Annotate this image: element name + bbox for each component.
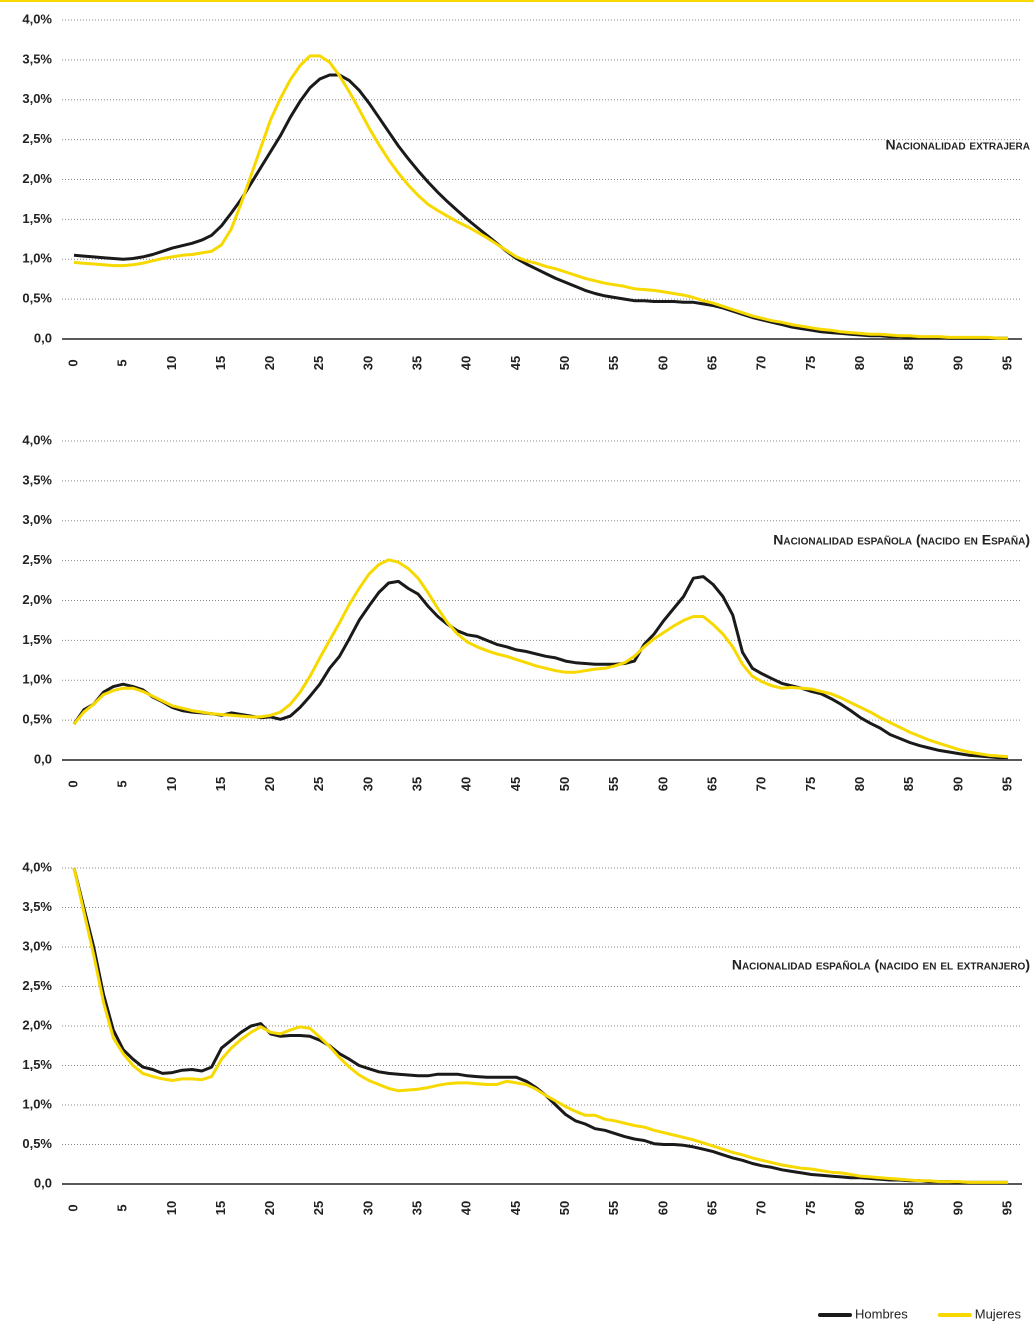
x-tick-label: 5 (115, 1204, 130, 1211)
y-tick-label: 3,5% (22, 899, 52, 914)
x-tick-label: 20 (262, 777, 277, 791)
x-tick-label: 25 (311, 1201, 326, 1215)
y-tick-label: 3,0% (22, 91, 52, 106)
x-tick-label: 30 (360, 356, 375, 370)
y-tick-label: 0,5% (22, 291, 52, 306)
annotation: Nacionalidad española (nacido en España) (773, 532, 1030, 548)
x-tick-label: 30 (360, 1201, 375, 1215)
x-tick-label: 0 (65, 1204, 80, 1211)
y-tick-label: 3,0% (22, 938, 52, 953)
y-tick-label: 3,5% (22, 51, 52, 66)
x-tick-label: 60 (655, 777, 670, 791)
x-tick-label: 40 (459, 777, 474, 791)
x-tick-label: 75 (803, 1201, 818, 1215)
y-tick-label: 0,0 (34, 330, 52, 345)
y-tick-label: 4,0% (22, 11, 52, 26)
x-tick-label: 10 (164, 777, 179, 791)
x-tick-label: 45 (508, 356, 523, 370)
x-tick-label: 55 (606, 1201, 621, 1215)
x-tick-label: 5 (115, 359, 130, 366)
x-tick-label: 65 (704, 356, 719, 370)
x-tick-label: 20 (262, 1201, 277, 1215)
y-tick-label: 2,0% (22, 171, 52, 186)
x-tick-label: 25 (311, 777, 326, 791)
x-tick-label: 85 (901, 1201, 916, 1215)
x-tick-label: 50 (557, 1201, 572, 1215)
x-tick-label: 70 (754, 777, 769, 791)
x-tick-label: 45 (508, 1201, 523, 1215)
series-line (72, 558, 1009, 759)
x-tick-label: 25 (311, 356, 326, 370)
x-tick-label: 35 (410, 356, 425, 370)
y-tick-label: 0,5% (22, 712, 52, 727)
series-line (73, 54, 1008, 340)
y-tick-label: 2,0% (22, 1017, 52, 1032)
x-tick-label: 40 (459, 1201, 474, 1215)
y-tick-label: 3,0% (22, 512, 52, 527)
annotation: Nacionalidad extrajera (885, 137, 1030, 153)
x-tick-label: 65 (704, 1201, 719, 1215)
y-tick-label: 2,5% (22, 552, 52, 567)
y-tick-label: 1,0% (22, 251, 52, 266)
x-tick-label: 55 (606, 777, 621, 791)
x-tick-label: 40 (459, 356, 474, 370)
series-line (72, 867, 1008, 1184)
x-tick-label: 70 (754, 1201, 769, 1215)
x-tick-label: 70 (754, 356, 769, 370)
x-tick-label: 20 (262, 356, 277, 370)
x-tick-label: 15 (213, 777, 228, 791)
x-tick-label: 75 (803, 777, 818, 791)
x-tick-label: 35 (410, 1201, 425, 1215)
x-tick-label: 60 (655, 356, 670, 370)
x-tick-label: 85 (901, 777, 916, 791)
y-tick-label: 0,0 (34, 1175, 52, 1190)
x-tick-label: 85 (901, 356, 916, 370)
x-tick-label: 80 (852, 777, 867, 791)
x-tick-label: 90 (950, 356, 965, 370)
legend-label: Mujeres (975, 1306, 1022, 1321)
x-tick-label: 30 (360, 777, 375, 791)
x-tick-label: 50 (557, 356, 572, 370)
x-tick-label: 15 (213, 356, 228, 370)
series-line (72, 575, 1008, 760)
x-tick-label: 55 (606, 356, 621, 370)
x-tick-label: 95 (999, 1201, 1014, 1215)
x-tick-label: 35 (410, 777, 425, 791)
x-tick-label: 65 (704, 777, 719, 791)
x-tick-label: 50 (557, 777, 572, 791)
x-tick-label: 95 (999, 777, 1014, 791)
y-tick-label: 1,5% (22, 632, 52, 647)
series-line (73, 73, 1008, 340)
x-tick-label: 90 (950, 1201, 965, 1215)
y-tick-label: 1,5% (22, 1057, 52, 1072)
x-tick-label: 90 (950, 777, 965, 791)
annotation: Nacionalidad española (nacido en el extr… (732, 957, 1030, 973)
x-tick-label: 80 (852, 1201, 867, 1215)
x-tick-label: 60 (655, 1201, 670, 1215)
y-tick-label: 3,5% (22, 472, 52, 487)
y-tick-label: 0,5% (22, 1136, 52, 1151)
y-tick-label: 1,0% (22, 672, 52, 687)
y-tick-label: 2,0% (22, 592, 52, 607)
y-tick-label: 2,5% (22, 131, 52, 146)
x-tick-label: 5 (115, 780, 130, 787)
series-line (72, 867, 1008, 1184)
y-tick-label: 2,5% (22, 978, 52, 993)
y-tick-label: 1,5% (22, 211, 52, 226)
x-tick-label: 45 (508, 777, 523, 791)
legend-label: Hombres (855, 1306, 908, 1321)
y-tick-label: 4,0% (22, 432, 52, 447)
y-tick-label: 1,0% (22, 1096, 52, 1111)
x-tick-label: 95 (999, 356, 1014, 370)
x-tick-label: 0 (65, 359, 80, 366)
x-tick-label: 10 (164, 1201, 179, 1215)
y-tick-label: 4,0% (22, 859, 52, 874)
y-tick-label: 0,0 (34, 751, 52, 766)
x-tick-label: 75 (803, 356, 818, 370)
x-tick-label: 80 (852, 356, 867, 370)
x-tick-label: 15 (213, 1201, 228, 1215)
x-tick-label: 10 (164, 356, 179, 370)
x-tick-label: 0 (65, 780, 80, 787)
